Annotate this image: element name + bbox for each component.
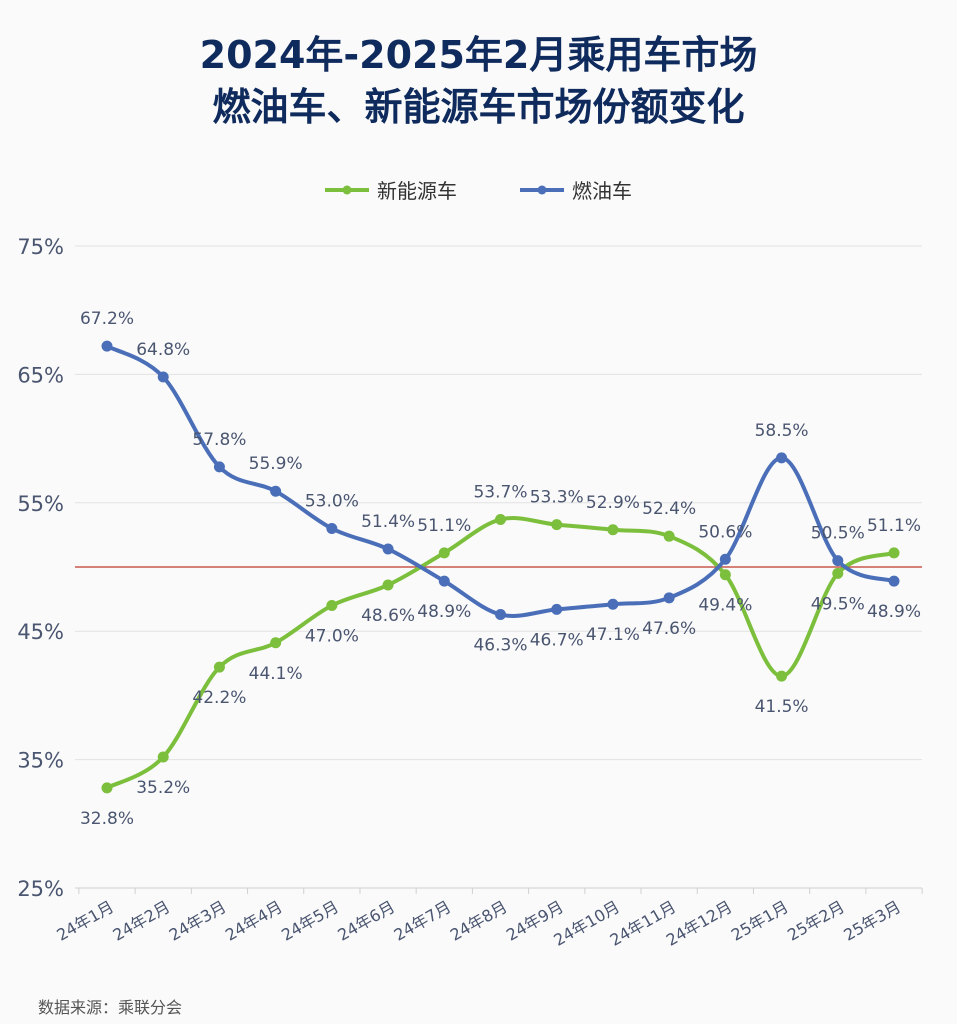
y-tick-label: 25% — [17, 877, 64, 901]
data-label: 48.9% — [417, 602, 471, 622]
data-point — [776, 670, 788, 682]
x-tick-label: 24年7月 — [391, 897, 455, 945]
data-label: 46.7% — [530, 630, 584, 650]
data-label: 32.8% — [80, 809, 134, 829]
data-point — [270, 637, 282, 649]
x-tick-label: 24年6月 — [334, 897, 398, 945]
data-label: 44.1% — [249, 664, 303, 684]
data-label: 53.3% — [530, 488, 584, 508]
data-label: 51.1% — [867, 516, 921, 536]
data-point — [213, 661, 225, 673]
legend-marker-0 — [342, 185, 352, 195]
y-tick-label: 75% — [17, 235, 64, 259]
data-label: 52.9% — [586, 493, 640, 513]
data-point — [607, 598, 619, 610]
x-tick-label: 24年2月 — [110, 897, 174, 945]
x-tick-label: 24年1月 — [53, 897, 117, 945]
y-tick-label: 55% — [17, 492, 64, 516]
data-point — [157, 371, 169, 383]
data-label: 47.1% — [586, 625, 640, 645]
y-tick-label: 65% — [17, 363, 64, 387]
data-point — [326, 522, 338, 534]
data-label: 57.8% — [192, 430, 246, 450]
data-label: 47.6% — [642, 619, 696, 639]
data-point — [495, 609, 506, 621]
x-tick-label: 25年1月 — [728, 897, 792, 945]
data-label: 46.3% — [473, 636, 527, 656]
chart-title-line-1: 2024年-2025年2月乘用车市场 — [199, 33, 758, 77]
data-label: 41.5% — [755, 697, 809, 717]
data-label: 50.5% — [811, 524, 865, 544]
data-label: 48.9% — [867, 602, 921, 622]
data-point — [551, 603, 563, 615]
data-point — [719, 553, 731, 565]
data-point — [213, 461, 225, 473]
data-label: 42.2% — [192, 688, 246, 708]
data-point — [832, 555, 844, 567]
data-point — [495, 513, 506, 525]
x-tick-label: 25年3月 — [840, 897, 904, 945]
data-label: 53.7% — [473, 482, 527, 502]
data-point — [663, 592, 675, 604]
data-point — [101, 340, 113, 352]
data-point — [719, 569, 731, 581]
chart-title-line-2: 燃油车、新能源车市场份额变化 — [212, 85, 745, 129]
data-label: 50.6% — [698, 522, 752, 542]
x-tick-label: 24年3月 — [166, 897, 230, 945]
legend-label: 燃油车 — [572, 179, 632, 203]
y-tick-label: 45% — [17, 620, 64, 644]
data-point — [832, 567, 844, 579]
data-label: 51.1% — [417, 516, 471, 536]
data-point — [326, 600, 338, 612]
data-point — [888, 575, 900, 587]
x-tick-label: 24年4月 — [222, 897, 286, 945]
data-point — [776, 452, 788, 464]
data-label: 53.0% — [305, 491, 359, 511]
legend-label: 新能源车 — [377, 179, 457, 203]
data-point — [382, 543, 394, 555]
x-tick-label: 24年8月 — [447, 897, 511, 945]
data-label: 58.5% — [755, 421, 809, 441]
data-label: 51.4% — [361, 512, 415, 532]
data-label: 64.8% — [136, 340, 190, 360]
data-label: 48.6% — [361, 606, 415, 626]
line-chart: 25%35%45%55%65%75%24年1月24年2月24年3月24年4月24… — [17, 179, 923, 950]
data-point — [438, 547, 450, 559]
data-point — [888, 547, 900, 559]
data-point — [101, 782, 113, 794]
data-point — [663, 530, 675, 542]
data-point — [270, 485, 282, 497]
data-label: 47.0% — [305, 627, 359, 647]
data-source: 数据来源：乘联分会 — [38, 998, 183, 1017]
x-tick-label: 24年5月 — [278, 897, 342, 945]
data-label: 49.5% — [811, 594, 865, 614]
legend-marker-1 — [537, 185, 547, 195]
data-point — [438, 575, 450, 587]
data-label: 52.4% — [642, 499, 696, 519]
series-line-1 — [105, 344, 896, 618]
data-point — [382, 579, 394, 591]
x-tick-label: 25年2月 — [784, 897, 848, 945]
data-label: 35.2% — [136, 778, 190, 798]
data-point — [551, 519, 563, 531]
data-point — [157, 751, 169, 763]
data-label: 55.9% — [249, 454, 303, 474]
data-point — [607, 524, 619, 536]
data-label: 49.4% — [698, 596, 752, 616]
y-tick-label: 35% — [17, 749, 64, 773]
data-label: 67.2% — [80, 309, 134, 329]
